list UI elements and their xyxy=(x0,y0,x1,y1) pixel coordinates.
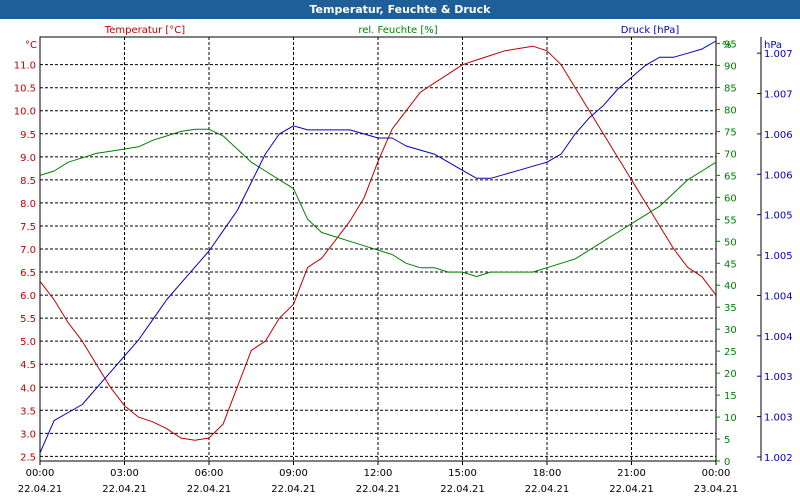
hum-tick-label: 30 xyxy=(724,325,737,336)
temp-tick-label: 5.5 xyxy=(20,314,36,325)
hum-tick-label: 60 xyxy=(724,193,737,204)
hum-tick-label: 25 xyxy=(724,347,737,358)
press-tick-label: 1.007 xyxy=(764,49,793,60)
legend-humidity: rel. Feuchte [%] xyxy=(358,25,437,36)
temp-tick-label: 5.0 xyxy=(20,337,36,348)
x-tick-time: 21:00 xyxy=(617,468,646,479)
axis-labels: 00:00 22.04.21 03:00 22.04.21 06:00 22.04.21 0… xyxy=(14,40,793,495)
press-tick-label: 1.007 xyxy=(764,90,793,101)
temp-tick-label: 2.5 xyxy=(20,452,36,463)
hum-tick-label: 75 xyxy=(724,127,737,138)
legend-temperature: Temperatur [°C] xyxy=(104,25,185,36)
x-tick-time: 06:00 xyxy=(195,468,224,479)
x-tick-date: 22.04.21 xyxy=(440,484,485,495)
press-tick-label: 1.006 xyxy=(764,130,793,141)
hum-tick-label: 55 xyxy=(724,215,737,226)
unit-pressure: hPa xyxy=(764,40,782,51)
hum-tick-label: 10 xyxy=(724,413,737,424)
hum-tick-label: 0 xyxy=(724,457,730,468)
press-tick-label: 1.004 xyxy=(764,291,793,302)
hum-tick-label: 50 xyxy=(724,237,737,248)
hum-tick-label: 95 xyxy=(724,40,737,51)
hum-tick-label: 40 xyxy=(724,281,737,292)
press-tick-label: 1.003 xyxy=(764,413,793,424)
legend-pressure: Druck [hPa] xyxy=(621,25,680,36)
temp-tick-label: 9.0 xyxy=(20,153,36,164)
hum-tick-label: 85 xyxy=(724,84,737,95)
x-tick-date: 22.04.21 xyxy=(102,484,147,495)
x-tick-date: 22.04.21 xyxy=(271,484,316,495)
x-tick-date: 22.04.21 xyxy=(18,484,63,495)
x-tick-date: 22.04.21 xyxy=(356,484,401,495)
hum-tick-label: 70 xyxy=(724,149,737,160)
press-tick-label: 1.003 xyxy=(764,372,793,383)
hum-tick-label: 35 xyxy=(724,303,737,314)
temp-tick-label: 10.0 xyxy=(14,107,36,118)
press-tick-label: 1.005 xyxy=(764,251,793,262)
x-tick-date: 22.04.21 xyxy=(187,484,232,495)
x-tick-time: 12:00 xyxy=(364,468,393,479)
press-tick-label: 1.005 xyxy=(764,211,793,222)
temp-tick-label: 7.5 xyxy=(20,222,36,233)
temp-tick-label: 3.5 xyxy=(20,406,36,417)
hum-tick-label: 45 xyxy=(724,259,737,270)
x-tick-time: 18:00 xyxy=(533,468,562,479)
x-tick-time: 00:00 xyxy=(702,468,731,479)
unit-temperature: °C xyxy=(25,40,37,51)
x-tick-time: 03:00 xyxy=(110,468,139,479)
unit-humidity: % xyxy=(722,40,732,51)
temp-tick-label: 4.5 xyxy=(20,360,36,371)
x-tick-time: 09:00 xyxy=(279,468,308,479)
hum-tick-label: 20 xyxy=(724,369,737,380)
hum-tick-label: 65 xyxy=(724,171,737,182)
series-layer xyxy=(39,40,717,454)
chart-title: Temperatur, Feuchte & Druck xyxy=(0,0,800,19)
series-line-press xyxy=(39,40,717,454)
press-tick-label: 1.006 xyxy=(764,170,793,181)
x-tick-time: 15:00 xyxy=(448,468,477,479)
hum-tick-label: 80 xyxy=(724,105,737,116)
temp-tick-label: 7.0 xyxy=(20,245,36,256)
x-tick-time: 00:00 xyxy=(26,468,55,479)
temp-tick-label: 11.0 xyxy=(14,61,36,72)
press-tick-label: 1.004 xyxy=(764,332,793,343)
hum-tick-label: 15 xyxy=(724,391,737,402)
series-line-temp xyxy=(39,45,717,441)
temp-tick-label: 3.0 xyxy=(20,429,36,440)
x-tick-date: 22.04.21 xyxy=(525,484,570,495)
grid-lines xyxy=(39,37,762,465)
temp-tick-label: 10.5 xyxy=(14,84,36,95)
press-tick-label: 1.002 xyxy=(764,453,793,464)
temp-tick-label: 8.5 xyxy=(20,176,36,187)
temp-tick-label: 6.0 xyxy=(20,291,36,302)
hum-tick-label: 5 xyxy=(724,435,730,446)
series-line-hum xyxy=(39,128,717,277)
temp-tick-label: 9.5 xyxy=(20,130,36,141)
temp-tick-label: 8.0 xyxy=(20,199,36,210)
x-tick-date: 23.04.21 xyxy=(694,484,739,495)
temp-tick-label: 4.0 xyxy=(20,383,36,394)
x-tick-date: 22.04.21 xyxy=(609,484,654,495)
temp-tick-label: 6.5 xyxy=(20,268,36,279)
hum-tick-label: 90 xyxy=(724,62,737,73)
